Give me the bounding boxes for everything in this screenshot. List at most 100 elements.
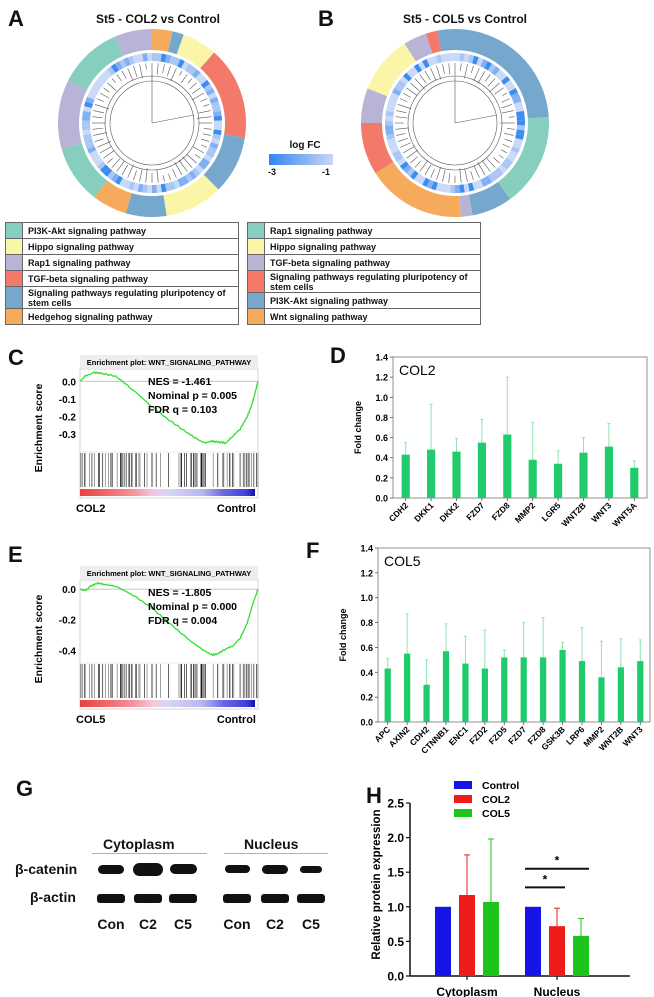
dendrogram-branch xyxy=(179,70,183,76)
dendrogram-branch xyxy=(406,87,418,96)
logfc-cell xyxy=(390,92,400,100)
logfc-cell xyxy=(207,92,217,100)
x-tick-label: LGR5 xyxy=(539,500,562,523)
legend-label: Rap1 signaling pathway xyxy=(22,254,239,271)
logfc-cell xyxy=(93,79,104,89)
logfc-cell xyxy=(491,66,500,76)
y-axis-label: Fold change xyxy=(338,608,348,661)
dendrogram-branch xyxy=(504,138,513,142)
band-beta-actin xyxy=(134,894,162,903)
logfc-cell xyxy=(498,164,508,174)
dendrogram-branch xyxy=(198,110,211,114)
pathway-ring-segment xyxy=(203,134,245,190)
logfc-cell xyxy=(385,125,394,131)
pathway-ring-segment xyxy=(152,29,173,52)
legend-row: Hippo signaling pathway xyxy=(5,238,239,255)
legend-row: PI3K-Akt signaling pathway xyxy=(247,292,481,309)
logfc-cell xyxy=(82,125,91,131)
dendrogram-branch xyxy=(94,138,104,142)
enrichment-plot-c: Enrichment plot: WNT_SIGNALING_PATHWAY 0.… xyxy=(33,355,259,515)
dendrogram-branch xyxy=(166,65,171,77)
wb-row-beta-catenin: β-catenin xyxy=(15,861,78,877)
logfc-cell xyxy=(110,173,120,183)
logfc-colorbar xyxy=(269,154,333,165)
logfc-cell xyxy=(480,59,488,69)
logfc-max-label: -1 xyxy=(322,167,331,177)
enrichment-plot-e: Enrichment plot: WNT_SIGNALING_PATHWAY 0.… xyxy=(33,566,259,726)
logfc-cell xyxy=(516,125,525,131)
logfc-cell xyxy=(91,83,101,92)
wb-cytoplasm-underline xyxy=(92,853,207,854)
logfc-min-label: -3 xyxy=(268,167,277,177)
logfc-cell xyxy=(516,115,525,121)
logfc-cell xyxy=(410,170,419,180)
logfc-cell xyxy=(399,161,409,170)
logfc-cell xyxy=(472,181,479,191)
legend-swatch xyxy=(454,781,472,789)
x-tick-label: WNT5A xyxy=(610,500,638,528)
logfc-cell xyxy=(200,157,211,167)
wb-lane-label: Con xyxy=(223,916,251,932)
dendrogram-branch xyxy=(396,133,406,136)
logfc-cell xyxy=(494,167,504,177)
legend-row: Signaling pathways regulating pluripoten… xyxy=(247,270,481,293)
dendrogram-branch xyxy=(488,82,500,93)
logfc-cell xyxy=(213,120,222,126)
logfc-cell xyxy=(510,146,520,154)
logfc-cell xyxy=(445,184,451,193)
dendrogram-branch xyxy=(400,142,411,148)
dendrogram-branch xyxy=(97,141,112,148)
legend-swatch xyxy=(5,254,23,271)
logfc-cell xyxy=(203,83,213,92)
y-tick-label: 1.2 xyxy=(375,373,388,383)
logfc-cell xyxy=(386,133,395,140)
bar-chart-d: 0.0 0.2 0.4 0.6 0.8 1.0 1.2 1.4 Fold change COL2 C… xyxy=(353,353,648,529)
x-tick-label: CDH2 xyxy=(387,500,411,524)
inner-chart-label: COL2 xyxy=(399,362,436,378)
pathway-ring-segment xyxy=(437,29,455,52)
logfc-cell xyxy=(177,177,185,187)
dendrogram-branch xyxy=(436,167,441,181)
logfc-cell xyxy=(435,182,443,192)
legend-label: Hippo signaling pathway xyxy=(22,238,239,255)
x-tick-label: WNT3 xyxy=(621,724,645,748)
dendrogram-branch xyxy=(396,110,407,113)
dendrogram-branch xyxy=(103,150,115,159)
dendrogram-branch xyxy=(448,63,451,75)
bar xyxy=(477,442,486,498)
logfc-cell xyxy=(93,157,104,167)
logfc-cell xyxy=(385,129,394,136)
dendrogram-branch xyxy=(127,68,133,80)
gsea-stat: Nominal p = 0.000 xyxy=(148,601,237,613)
wb-lane-label: C2 xyxy=(266,916,284,932)
dendrogram-branch xyxy=(162,175,165,182)
wb-lane-label: C2 xyxy=(139,916,157,932)
logfc-cell xyxy=(476,179,484,189)
wb-row-beta-actin: β-actin xyxy=(30,889,76,905)
panel-g-letter: G xyxy=(16,776,34,801)
logfc-cell xyxy=(487,63,497,73)
logfc-cell xyxy=(422,59,430,69)
dendrogram-branch xyxy=(464,168,468,182)
x-tick-label: FZD7 xyxy=(464,500,486,522)
bar-chart-h: 0.0 0.5 1.0 1.5 2.0 2.5 Relative protein expre… xyxy=(371,780,630,997)
logfc-cell xyxy=(188,170,197,180)
y-tick-label: 1.0 xyxy=(375,393,388,403)
panel-a-title: St5 - COL2 vs Control xyxy=(95,12,220,26)
dendrogram-branch xyxy=(139,64,143,79)
gsea-stat: FDR q = 0.004 xyxy=(148,615,217,627)
logfc-cell xyxy=(413,63,423,73)
dendrogram-branch xyxy=(162,64,165,74)
logfc-cell xyxy=(480,177,488,187)
logfc-cell xyxy=(386,106,395,113)
pathway-ring-segment xyxy=(459,194,473,217)
dendrogram-branch xyxy=(395,116,408,119)
bar xyxy=(520,657,527,722)
bar xyxy=(549,926,565,976)
logfc-cell xyxy=(188,66,197,76)
legend-label: PI3K-Akt signaling pathway xyxy=(264,292,481,309)
dendrogram-branch xyxy=(97,98,105,102)
logfc-cell xyxy=(484,61,493,71)
logfc-cell xyxy=(83,106,92,113)
dendrogram-branch xyxy=(107,82,117,91)
